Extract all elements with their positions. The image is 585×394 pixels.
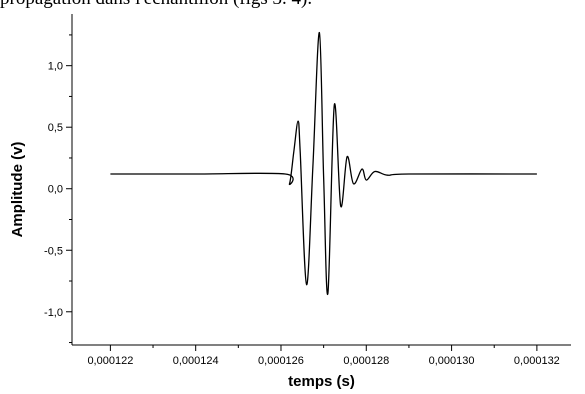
x-tick-label: 0,000132 — [514, 355, 560, 367]
x-tick-label: 0,000128 — [343, 355, 389, 367]
caption-fragment: propagation dans l'échantillon (figs 3. … — [0, 0, 312, 10]
y-tick-label: -0,5 — [44, 245, 63, 257]
x-tick-label: 0,000126 — [258, 355, 304, 367]
x-tick-label: 0,000130 — [429, 355, 475, 367]
x-tick-label: 0,000122 — [87, 355, 133, 367]
y-tick-label: 0,5 — [48, 122, 63, 134]
x-axis-title: temps (s) — [288, 373, 355, 390]
y-tick-label: -1,0 — [44, 307, 63, 319]
series-layer — [110, 31, 537, 295]
y-axis-ticks: -1,0 -0,5 0,0 0,5 1,0 — [44, 34, 72, 344]
x-axis-ticks: 0,000122 0,000124 0,000126 0,000128 0,000130… — [87, 345, 560, 367]
signal-line — [110, 31, 537, 295]
y-axis-title: Amplitude (v) — [9, 142, 26, 238]
x-tick-label: 0,000124 — [173, 355, 219, 367]
y-tick-label: 0,0 — [48, 184, 63, 196]
y-tick-label: 1,0 — [48, 61, 63, 73]
plot-frame — [71, 14, 571, 346]
